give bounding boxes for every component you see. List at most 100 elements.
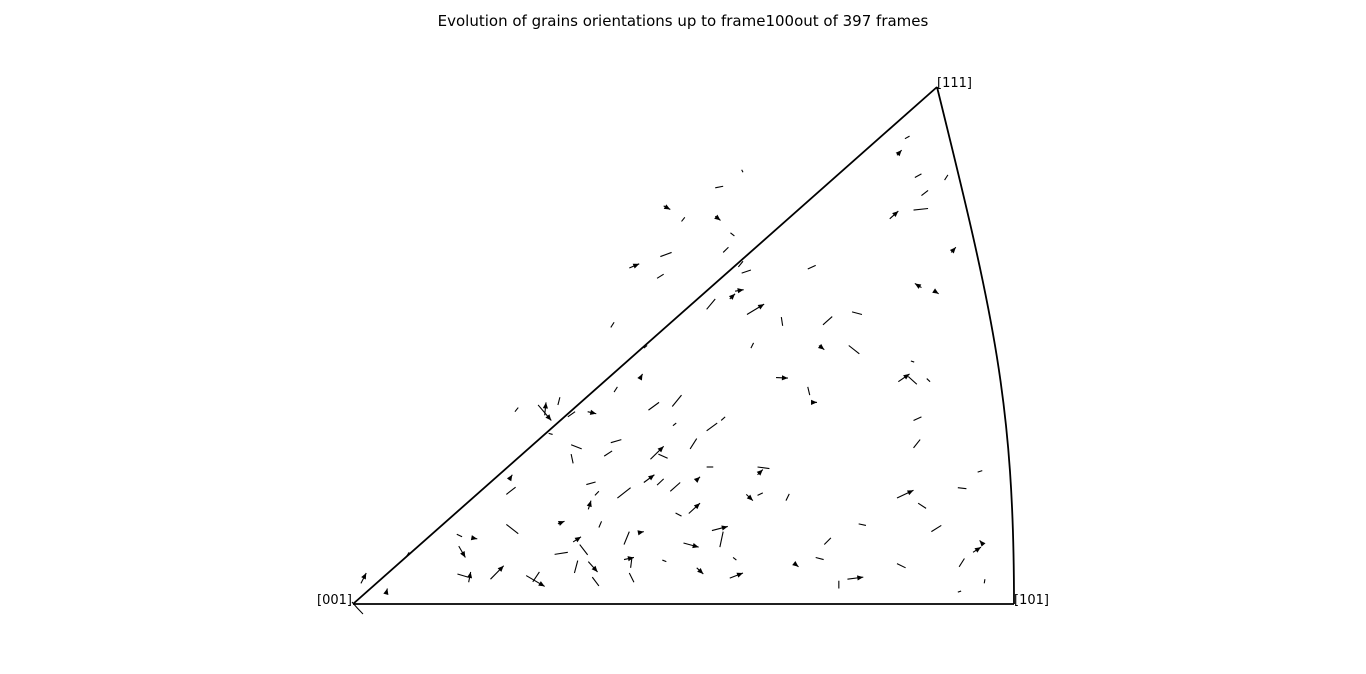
orientation-trace <box>807 264 816 270</box>
orientation-trace <box>573 560 579 574</box>
orientation-trace <box>656 478 665 486</box>
corner-label-111: [111] <box>937 76 972 91</box>
trace-arrowhead <box>574 536 582 543</box>
trace-arrowhead <box>589 409 597 415</box>
orientation-trace <box>570 453 574 464</box>
orientation-trace <box>570 444 582 450</box>
trace-arrowhead <box>903 373 910 380</box>
orientation-trace <box>671 394 682 407</box>
orientation-trace <box>815 556 824 561</box>
corner-label-001: [001] <box>317 593 352 608</box>
orientation-trace <box>896 563 906 569</box>
trace-arrowhead <box>557 521 565 526</box>
orientation-trace <box>405 552 410 558</box>
orientation-trace <box>722 246 729 253</box>
triangle-frame <box>351 86 1015 615</box>
orientation-trace <box>983 579 986 584</box>
orientation-trace <box>910 360 915 363</box>
trace-arrowhead <box>637 530 644 536</box>
orientation-trace <box>660 251 672 258</box>
orientation-trace <box>851 311 863 316</box>
orientation-trace <box>623 531 630 545</box>
orientation-trace <box>603 450 613 457</box>
orientation-traces <box>360 135 986 595</box>
trace-arrowhead <box>906 490 914 496</box>
origin-hook <box>351 601 364 615</box>
orientation-trace <box>757 492 764 496</box>
orientation-trace <box>630 557 633 568</box>
trace-arrowhead <box>974 547 981 553</box>
trace-arrowhead <box>721 525 728 531</box>
triangle-edge-arc <box>936 86 1015 605</box>
orientation-trace <box>672 422 677 427</box>
orientation-trace <box>579 544 589 556</box>
trace-arrowhead <box>792 561 799 567</box>
orientation-trace <box>822 316 833 326</box>
trace-arrowhead <box>857 575 864 581</box>
trace-arrowhead <box>914 283 922 289</box>
trace-arrowhead <box>466 571 473 579</box>
orientation-trace <box>917 502 927 509</box>
trace-arrowhead <box>736 572 743 578</box>
orientation-trace <box>662 559 667 563</box>
trace-arrowhead <box>663 204 671 210</box>
orientation-trace <box>681 216 686 222</box>
orientation-trace <box>807 386 811 396</box>
orientation-trace <box>567 411 576 418</box>
orientation-trace <box>741 169 744 173</box>
orientation-trace <box>557 397 561 406</box>
orientation-trace <box>921 189 929 197</box>
orientation-trace <box>715 185 724 189</box>
orientation-trace <box>457 573 469 578</box>
orientation-trace <box>757 466 770 470</box>
orientation-trace <box>741 269 752 274</box>
trace-arrowhead <box>895 150 902 157</box>
orientation-trace <box>977 470 983 473</box>
orientation-trace <box>554 551 568 555</box>
orientation-trace <box>594 490 600 496</box>
orientation-trace <box>506 523 519 535</box>
orientation-trace <box>913 207 929 211</box>
trace-arrowhead <box>693 503 701 510</box>
orientation-trace <box>456 533 463 538</box>
trace-arrowhead <box>932 288 939 294</box>
trace-arrowhead <box>361 572 367 580</box>
orientation-trace <box>848 345 860 355</box>
orientation-trace <box>931 524 942 533</box>
trace-arrowhead <box>728 293 736 300</box>
trace-arrowhead <box>979 540 986 547</box>
orientation-trace <box>658 453 668 459</box>
orientation-trace <box>610 439 622 444</box>
trace-arrowhead <box>697 568 704 575</box>
orientation-trace <box>858 523 867 526</box>
trace-arrowhead <box>627 556 634 562</box>
trace-arrowhead <box>538 581 545 587</box>
trace-arrowhead <box>470 535 478 541</box>
orientation-trace <box>732 557 737 561</box>
orientation-trace <box>958 558 965 568</box>
trace-arrowhead <box>756 469 763 476</box>
trace-arrowhead <box>542 402 548 409</box>
orientation-trace <box>914 173 922 178</box>
orientation-trace <box>785 493 790 501</box>
trace-arrowhead <box>746 494 753 501</box>
orientation-trace <box>675 512 682 517</box>
trace-arrowhead <box>693 476 701 483</box>
trace-arrowhead <box>657 446 664 453</box>
orientation-trace <box>913 439 921 449</box>
orientation-trace <box>548 432 553 435</box>
trace-arrowhead <box>817 343 825 350</box>
trace-arrowhead <box>460 550 466 558</box>
trace-arrowhead <box>892 211 899 218</box>
trace-arrowhead <box>497 565 504 572</box>
trace-arrowhead <box>714 214 721 221</box>
orientation-trace <box>720 416 726 421</box>
trace-arrowhead <box>949 247 956 254</box>
orientation-trace <box>689 438 698 450</box>
trace-arrowhead <box>383 588 389 595</box>
orientation-trace <box>506 486 516 495</box>
trace-arrowhead <box>757 304 765 310</box>
orientation-trace <box>750 342 755 349</box>
trace-arrowhead <box>811 399 818 405</box>
